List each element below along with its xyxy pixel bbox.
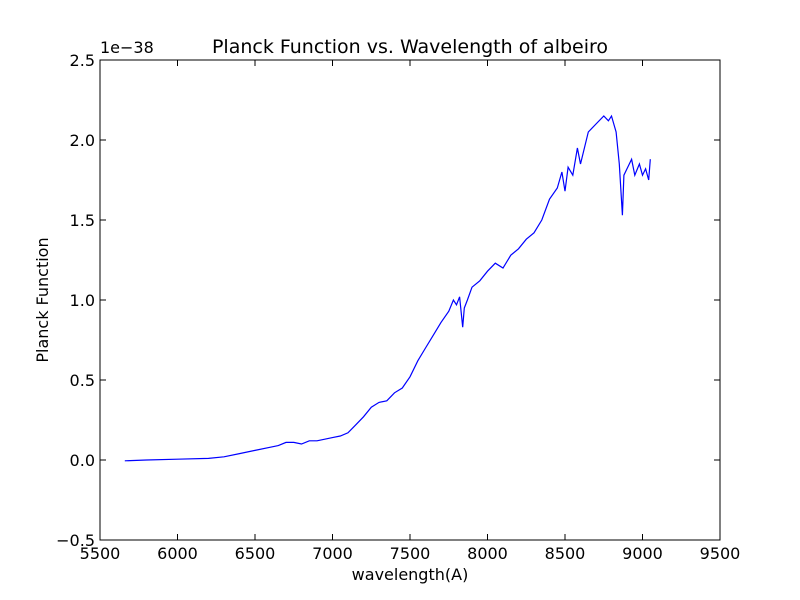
y-tick-label: 0.0 bbox=[70, 451, 95, 470]
x-tick-label: 7000 bbox=[312, 544, 353, 563]
x-tick-label: 5500 bbox=[80, 544, 121, 563]
ticks: 5500 6000 6500 7000 7500 8000 8500 9000 9500 −0.5… bbox=[56, 51, 740, 563]
x-tick-label: 8000 bbox=[467, 544, 508, 563]
y-offset-label: 1e−38 bbox=[100, 38, 154, 57]
x-axis-label: wavelength(A) bbox=[352, 565, 469, 584]
x-tick-label: 7500 bbox=[390, 544, 431, 563]
y-tick-label: 1.5 bbox=[70, 211, 95, 230]
y-axis-label: Planck Function bbox=[33, 237, 52, 362]
chart-title: Planck Function vs. Wavelength of albeir… bbox=[212, 36, 608, 58]
x-tick-label: 9500 bbox=[700, 544, 741, 563]
series-line bbox=[124, 114, 651, 462]
x-tick-label: 6500 bbox=[235, 544, 276, 563]
y-tick-label: 2.5 bbox=[70, 51, 95, 70]
y-tick-label: 2.0 bbox=[70, 131, 95, 150]
x-tick-label: 9000 bbox=[622, 544, 663, 563]
x-tick-label: 6000 bbox=[157, 544, 198, 563]
plot-frame bbox=[99, 59, 721, 541]
y-tick-label: 0.5 bbox=[70, 371, 95, 390]
x-tick-label: 8500 bbox=[545, 544, 586, 563]
y-tick-label: −0.5 bbox=[56, 531, 95, 550]
y-tick-label: 1.0 bbox=[70, 291, 95, 310]
